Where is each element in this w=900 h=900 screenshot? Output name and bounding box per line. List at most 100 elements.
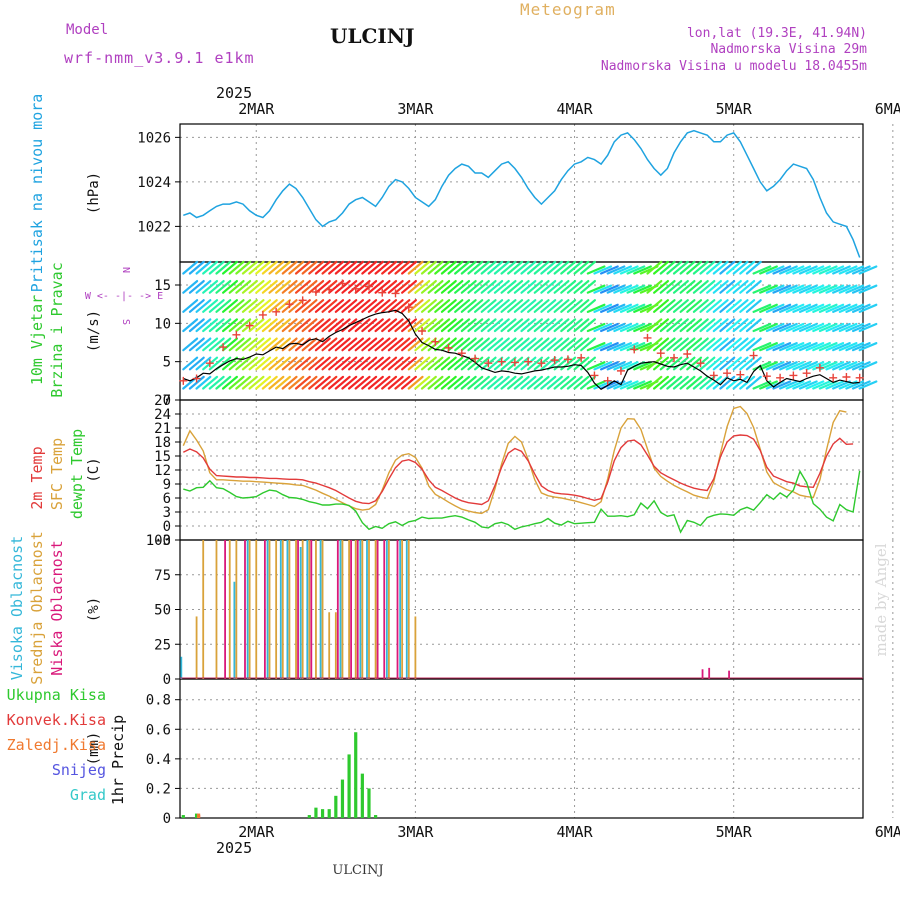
wind-barb (566, 318, 583, 333)
wind-barb (440, 318, 457, 333)
wind-barb (440, 375, 457, 390)
wind-barb (785, 380, 805, 390)
y-tick-label: 24 (154, 407, 171, 423)
wind-barb (540, 299, 557, 313)
wind-barb (566, 337, 583, 352)
wind-barb (765, 361, 785, 371)
wind-barb (374, 280, 391, 294)
wind-barb (374, 337, 391, 352)
wind-barb (328, 318, 345, 333)
lonlat-label: lon,lat (19.3E, 41.94N) (687, 26, 867, 41)
wind-barb (208, 337, 225, 352)
wind-barb (613, 322, 633, 333)
wind-barb (745, 318, 762, 333)
wind-barb (414, 356, 431, 371)
wind-barb (792, 380, 812, 390)
wind-barb (785, 342, 805, 352)
wind-barb (553, 280, 570, 294)
wind-barb (546, 260, 563, 275)
wind-barb (792, 322, 812, 333)
gust-marker (749, 351, 758, 360)
wind-barb (772, 342, 792, 352)
wind-barb (328, 299, 345, 313)
gust-marker (298, 296, 307, 305)
wind-barb (460, 375, 477, 390)
wind-barb (666, 375, 683, 390)
gust-marker (736, 370, 745, 379)
wind-barb (182, 337, 199, 352)
wind-barb (440, 356, 457, 371)
wind-barb (851, 342, 871, 352)
wind-barb (427, 356, 444, 371)
wind-barb (347, 337, 364, 352)
wind-barb (599, 265, 619, 275)
precip-bar (340, 779, 345, 818)
wind-barb (394, 260, 411, 275)
wind-barb (301, 375, 318, 390)
wind-barb (540, 337, 557, 352)
wind-barb (533, 318, 550, 333)
wind-barb (195, 280, 212, 294)
wind-barb (354, 318, 371, 333)
wind-barb (473, 260, 490, 275)
wind-barb (772, 322, 792, 333)
wind-barb (275, 356, 291, 371)
wind-barb (613, 284, 633, 294)
wind-barb (805, 265, 825, 275)
wind-barb (394, 356, 411, 371)
wind-barb (294, 299, 311, 313)
wind-barb (288, 356, 305, 371)
wind-barb (599, 361, 619, 371)
wind-barb (493, 299, 510, 313)
y-tick-label: 75 (154, 568, 171, 584)
wind-barb (487, 356, 504, 371)
wind-barb (560, 280, 577, 294)
gust-marker (484, 359, 493, 368)
wind-barb (440, 299, 457, 313)
gust-marker (457, 349, 466, 358)
wind-barb (646, 299, 663, 313)
high-cloud-ylabel: Visoka Oblacnost (8, 536, 26, 681)
precip-bar (307, 815, 311, 818)
wind-ylabel-2: Brzina i Pravac (48, 262, 66, 397)
wind-barb (420, 260, 437, 275)
wind-barb (188, 375, 205, 390)
wind-barb (334, 299, 351, 313)
wind-barb (321, 356, 338, 371)
wind-barb (222, 260, 238, 275)
precip-legend-item: Konvek.Kisa (7, 711, 106, 729)
wind-barb (321, 318, 338, 333)
wind-barb (341, 356, 358, 371)
day-label-top: 6MAR (875, 100, 900, 118)
wind-barb (487, 337, 504, 352)
wind-barb (666, 260, 683, 275)
wind-barb (394, 299, 411, 313)
wind-barb (321, 260, 338, 275)
y-tick-label: 0 (163, 811, 171, 827)
wind-barb (367, 318, 384, 333)
wind-barb (341, 375, 358, 390)
wind-barb (719, 318, 736, 333)
wind-barb (401, 318, 417, 333)
precip-bar (334, 795, 338, 818)
wind-barb (845, 265, 865, 275)
gust-marker (709, 371, 718, 380)
wind-barb (659, 280, 676, 294)
wind-barb (367, 375, 384, 390)
wind-barb (812, 303, 831, 313)
wind-barb (798, 342, 818, 352)
wind-barb (241, 260, 258, 275)
wind-barb (407, 299, 424, 313)
wind-barb (745, 337, 762, 352)
wind-barb (215, 375, 232, 390)
gust-marker (577, 353, 586, 362)
wind-barb (765, 284, 785, 294)
y-tick-label: 50 (154, 603, 171, 619)
wind-barb (202, 318, 219, 333)
wind-barb (805, 342, 825, 352)
wind-barb (268, 356, 285, 371)
wind-barb (341, 337, 358, 352)
wind-barb (851, 265, 871, 275)
wind-barb (653, 318, 670, 333)
wind-barb (699, 299, 716, 313)
